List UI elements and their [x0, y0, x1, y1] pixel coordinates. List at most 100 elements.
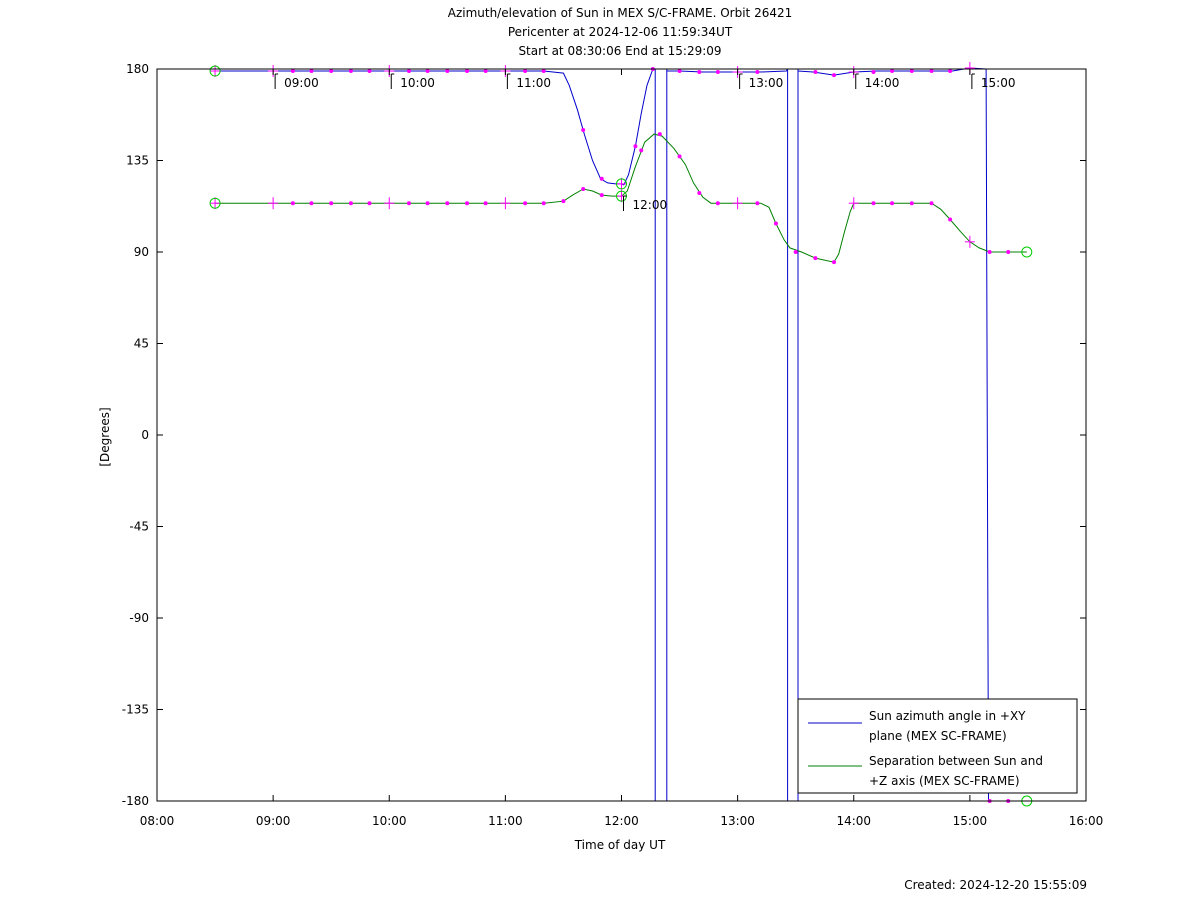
- data-point-marker: [367, 201, 372, 206]
- data-point-marker: [425, 201, 430, 206]
- data-point-marker: [871, 201, 876, 206]
- data-point-marker: [677, 154, 682, 159]
- hour-annotation-label: 10:00: [400, 76, 435, 90]
- endpoint-circle: [209, 65, 221, 77]
- data-point-marker: [813, 256, 818, 261]
- data-point-marker: [581, 128, 586, 132]
- data-point-marker: [832, 73, 837, 78]
- data-point-marker: [541, 201, 546, 206]
- y-tick-label: 90: [134, 245, 149, 259]
- hour-annotation-label: 12:00: [633, 198, 668, 212]
- data-point-marker: [406, 69, 411, 74]
- data-point-marker: [406, 201, 411, 206]
- data-point-marker: [541, 69, 546, 74]
- data-point-marker: [832, 260, 837, 265]
- data-point-marker: [523, 201, 528, 206]
- data-point-marker: [639, 148, 644, 153]
- data-point-marker: [465, 201, 470, 206]
- y-axis-label: [Degrees]: [98, 407, 112, 466]
- data-point-marker: [309, 201, 314, 206]
- hour-annotation-label: 15:00: [981, 76, 1016, 90]
- hour-annotation-label: 14:00: [865, 76, 900, 90]
- legend-label-azimuth-line-2: plane (MEX SC-FRAME): [869, 729, 1007, 743]
- data-point-marker: [793, 250, 798, 254]
- data-point-marker: [581, 186, 586, 191]
- legend-label-separation-line-2: +Z axis (MEX SC-FRAME): [869, 774, 1020, 788]
- y-tick-label: 180: [126, 62, 149, 76]
- data-point-marker: [329, 201, 334, 206]
- x-axis-label: Time of day UT: [574, 838, 666, 852]
- data-point-marker: [813, 70, 818, 75]
- data-point-marker: [715, 70, 720, 75]
- axis-layer: 08:00 09:00 10:00 11:00 12:00 13:00 14:00 15:00…: [122, 62, 1104, 828]
- x-tick-label: 15:00: [953, 814, 988, 828]
- hour-annotation-label: 09:00: [284, 76, 319, 90]
- data-point-marker: [348, 201, 353, 206]
- y-tick-label: 45: [134, 337, 149, 351]
- data-point-marker: [290, 69, 295, 74]
- data-point-marker: [561, 199, 566, 204]
- data-point-marker: [929, 201, 934, 206]
- series-line-0: [985, 68, 989, 802]
- data-point-marker: [871, 70, 876, 75]
- data-point-marker: [329, 69, 334, 74]
- chart-title-line-3: Start at 08:30:06 End at 15:29:09: [518, 44, 721, 58]
- data-point-marker: [677, 69, 682, 74]
- data-point-marker: [755, 201, 760, 206]
- data-point-marker: [697, 191, 702, 196]
- data-point-marker: [290, 201, 295, 206]
- x-tick-label: 14:00: [836, 814, 871, 828]
- data-point-marker: [657, 132, 662, 137]
- data-point-marker: [633, 144, 638, 149]
- data-point-marker: [755, 70, 760, 75]
- endpoint-circle: [616, 178, 627, 190]
- created-timestamp: Created: 2024-12-20 15:55:09: [904, 878, 1087, 892]
- x-tick-label: 10:00: [372, 814, 407, 828]
- y-tick-label: -135: [122, 703, 149, 717]
- data-point-marker: [425, 69, 430, 74]
- legend-box: [797, 698, 1078, 794]
- data-point-marker: [523, 69, 528, 74]
- hour-annotation-label: 11:00: [516, 76, 551, 90]
- y-tick-label: -45: [129, 520, 149, 534]
- hour-annotation-label: 13:00: [749, 76, 784, 90]
- series-line-1: [215, 133, 1027, 263]
- data-point-marker: [987, 250, 992, 254]
- data-point-marker: [890, 69, 895, 74]
- y-tick-label: -180: [122, 794, 149, 808]
- x-tick-label: 09:00: [256, 814, 291, 828]
- data-point-marker: [948, 69, 953, 74]
- data-point-marker: [1006, 250, 1011, 254]
- data-point-marker: [483, 69, 488, 74]
- data-point-marker: [773, 221, 778, 226]
- endpoint-circle: [1021, 246, 1033, 258]
- data-point-marker: [948, 217, 953, 222]
- chart-title-line-1: Azimuth/elevation of Sun in MEX S/C-FRAM…: [448, 6, 793, 20]
- y-tick-label: -90: [129, 611, 149, 625]
- chart-title-line-2: Pericenter at 2024-12-06 11:59:34UT: [508, 25, 733, 39]
- data-point-marker: [445, 69, 450, 74]
- data-point-marker: [599, 176, 604, 181]
- x-tick-label: 13:00: [720, 814, 755, 828]
- data-point-marker: [483, 201, 488, 206]
- y-tick-label: 0: [141, 428, 149, 442]
- data-point-marker: [929, 69, 934, 74]
- data-point-marker: [715, 201, 720, 206]
- legend: Sun azimuth angle in +XY plane (MEX SC-F…: [797, 698, 1078, 794]
- series-line-0: [215, 68, 654, 186]
- data-point-marker: [890, 201, 895, 206]
- legend-label-separation-line-1: Separation between Sun and: [869, 754, 1043, 768]
- legend-label-azimuth-line-1: Sun azimuth angle in +XY: [869, 709, 1026, 723]
- data-point-marker: [909, 201, 914, 206]
- x-tick-label: 16:00: [1069, 814, 1104, 828]
- y-tick-label: 135: [126, 154, 149, 168]
- data-point-marker: [367, 69, 372, 74]
- plot-layer: 09:00 10:00 11:00 12:00 13:00 14:00 15:00: [209, 61, 1033, 807]
- x-tick-label: 08:00: [140, 814, 175, 828]
- data-point-marker: [909, 69, 914, 74]
- data-point-marker: [309, 69, 314, 74]
- data-point-marker: [348, 69, 353, 74]
- endpoint-circle: [209, 197, 221, 209]
- x-tick-label: 12:00: [604, 814, 639, 828]
